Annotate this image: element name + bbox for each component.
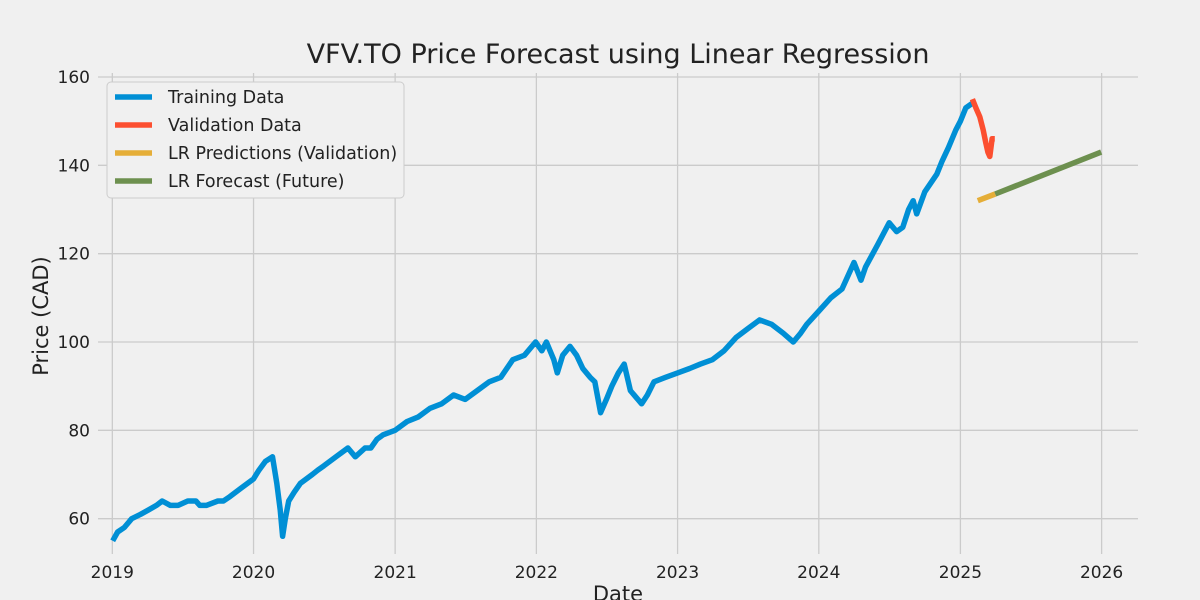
x-tick-label: 2024 [797, 563, 840, 583]
tick-labels: 2019 2020 2021 2022 2023 2024 2025 2026 60 80 100 1… [58, 68, 1124, 583]
series-line-3 [994, 149, 1103, 197]
x-axis-label: Date [593, 582, 643, 600]
series-line-1 [969, 98, 995, 160]
legend-label: LR Forecast (Future) [168, 172, 344, 192]
x-tick-label: 2023 [656, 563, 699, 583]
x-tick-label: 2021 [374, 563, 417, 583]
x-tick-label: 2019 [91, 563, 134, 583]
series-line-2 [976, 191, 997, 204]
legend-label: Training Data [167, 88, 284, 108]
series-layer [110, 98, 1103, 543]
legend-label: LR Predictions (Validation) [168, 144, 397, 164]
y-tick-label: 60 [68, 510, 90, 530]
chart-title: VFV.TO Price Forecast using Linear Regre… [307, 39, 930, 70]
series-line-0 [110, 101, 974, 543]
legend-label: Validation Data [168, 116, 302, 136]
x-tick-label: 2025 [939, 563, 982, 583]
x-tick-label: 2026 [1080, 563, 1123, 583]
legend-box [106, 81, 405, 199]
x-tick-label: 2020 [232, 563, 275, 583]
y-axis-label: Price (CAD) [29, 256, 53, 376]
y-tick-label: 80 [68, 421, 90, 441]
y-tick-label: 160 [58, 68, 90, 88]
x-tick-label: 2022 [515, 563, 558, 583]
y-tick-label: 120 [58, 245, 90, 265]
y-tick-label: 100 [58, 333, 90, 353]
legend: Training Data Validation Data LR Predictio… [106, 81, 405, 199]
y-tick-label: 140 [58, 156, 90, 176]
